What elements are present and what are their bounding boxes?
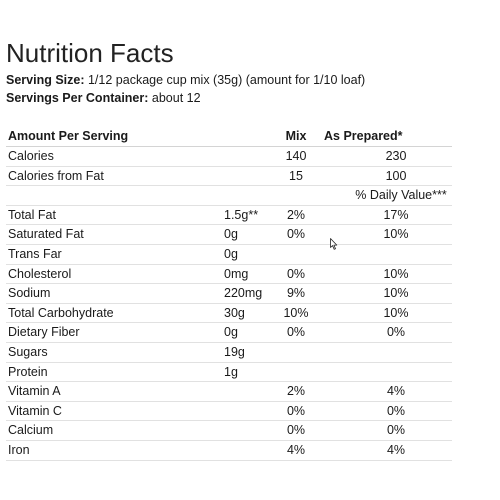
- table-row: Sodium 220mg 9% 10%: [6, 284, 452, 304]
- row-prepared: 0%: [386, 423, 406, 438]
- row-amount: 0mg: [224, 266, 249, 281]
- serving-size: Serving Size: 1/12 package cup mix (35g)…: [6, 73, 365, 87]
- mouse-pointer-icon: [330, 238, 338, 250]
- row-amount: 19g: [224, 344, 245, 359]
- header-as-prepared: As Prepared*: [324, 129, 403, 143]
- row-amount: 30g: [224, 305, 245, 320]
- row-mix: 0%: [286, 403, 306, 418]
- row-mix: 140: [285, 149, 307, 163]
- row-mix: 2%: [286, 207, 306, 222]
- row-label: Cholesterol: [8, 266, 72, 281]
- table-row: Iron 4% 4%: [6, 441, 452, 461]
- row-prepared: 100: [385, 168, 407, 183]
- row-prepared: 4%: [386, 384, 406, 399]
- table-row: Protein 1g: [6, 363, 452, 383]
- page-title: Nutrition Facts: [6, 38, 174, 68]
- row-amount: 0g: [224, 325, 238, 340]
- servings-per-container-label: Servings Per Container:: [6, 91, 149, 105]
- row-label: Sugars: [8, 344, 48, 359]
- row-amount: 1.5g**: [224, 207, 259, 222]
- row-amount: 220mg: [224, 286, 263, 301]
- table-row: Saturated Fat 0g 0% 10%: [6, 225, 452, 245]
- row-label: Iron: [8, 442, 30, 457]
- row-mix: 4%: [286, 442, 306, 457]
- table-row: Calories 140 230: [6, 147, 452, 167]
- row-label: Saturated Fat: [8, 227, 84, 242]
- header-mix: Mix: [285, 129, 307, 143]
- row-prepared: 10%: [383, 286, 409, 301]
- row-prepared: 230: [385, 149, 407, 163]
- row-mix: 0%: [286, 227, 306, 242]
- row-label: Sodium: [8, 286, 51, 301]
- row-prepared: 0%: [386, 403, 406, 418]
- daily-value-header: % Daily Value***: [355, 188, 447, 203]
- table-row: Cholesterol 0mg 0% 10%: [6, 265, 452, 285]
- serving-size-value: 1/12 package cup mix (35g) (amount for 1…: [87, 73, 366, 87]
- servings-per-container: Servings Per Container: about 12: [6, 91, 201, 105]
- row-label: Calcium: [8, 423, 54, 438]
- row-prepared: 10%: [383, 227, 409, 242]
- row-label: Calories from Fat: [8, 168, 104, 183]
- table-row: Total Fat 1.5g** 2% 17%: [6, 206, 452, 226]
- row-prepared: 10%: [383, 266, 409, 281]
- row-prepared: 4%: [386, 442, 406, 457]
- daily-value-row: % Daily Value***: [6, 186, 452, 206]
- table-row: Calcium 0% 0%: [6, 421, 452, 441]
- row-prepared: 10%: [383, 305, 409, 320]
- row-label: Protein: [8, 364, 48, 379]
- table-row: Sugars 19g: [6, 343, 452, 363]
- row-amount: 1g: [224, 364, 238, 379]
- header-amount-per-serving: Amount Per Serving: [8, 129, 129, 143]
- row-label: Trans Far: [8, 246, 62, 261]
- row-mix: 2%: [286, 384, 306, 399]
- row-label: Total Fat: [8, 207, 56, 222]
- row-label: Vitamin C: [8, 403, 62, 418]
- table-row: Vitamin C 0% 0%: [6, 402, 452, 422]
- row-mix: 0%: [286, 423, 306, 438]
- row-mix: 0%: [286, 325, 306, 340]
- row-label: Total Carbohydrate: [8, 305, 114, 320]
- row-amount: 0g: [224, 227, 238, 242]
- row-prepared: 0%: [386, 325, 406, 340]
- table-row: Calories from Fat 15 100: [6, 167, 452, 187]
- row-mix: 0%: [286, 266, 306, 281]
- servings-per-container-value: about 12: [151, 91, 201, 105]
- row-amount: 0g: [224, 246, 238, 261]
- table-row: Vitamin A 2% 4%: [6, 382, 452, 402]
- row-prepared: 17%: [383, 207, 409, 222]
- row-mix: 15: [289, 168, 303, 183]
- serving-size-label: Serving Size:: [6, 73, 85, 87]
- row-mix: 10%: [283, 305, 309, 320]
- table-row: Total Carbohydrate 30g 10% 10%: [6, 304, 452, 324]
- table-row: Trans Far 0g: [6, 245, 452, 265]
- row-label: Calories: [8, 149, 54, 163]
- table-header: Amount Per Serving Mix As Prepared*: [6, 129, 452, 147]
- row-label: Vitamin A: [8, 384, 61, 399]
- row-label: Dietary Fiber: [8, 325, 80, 340]
- row-mix: 9%: [286, 286, 306, 301]
- nutrition-table: Amount Per Serving Mix As Prepared* Calo…: [6, 129, 452, 461]
- table-row: Dietary Fiber 0g 0% 0%: [6, 323, 452, 343]
